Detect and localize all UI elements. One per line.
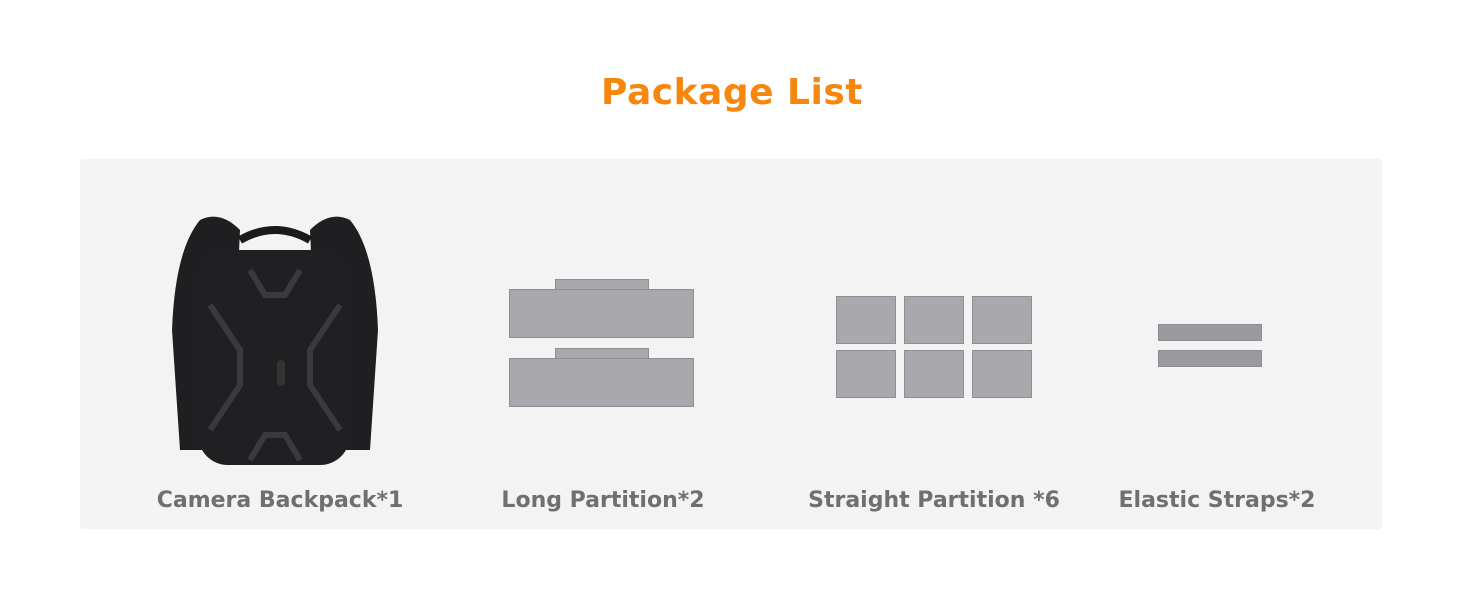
straight-partition-image [836,296,1032,398]
elastic-strap-image [1158,324,1262,368]
item-label-camera-backpack: Camera Backpack*1 [156,488,404,513]
item-label-straight-partition: Straight Partition *6 [808,488,1060,513]
page-title: Package List [601,72,863,113]
long-partition-image [509,279,694,407]
backpack-image [172,216,378,465]
item-label-elastic-straps: Elastic Straps*2 [1118,488,1316,513]
item-label-long-partition: Long Partition*2 [501,488,705,513]
